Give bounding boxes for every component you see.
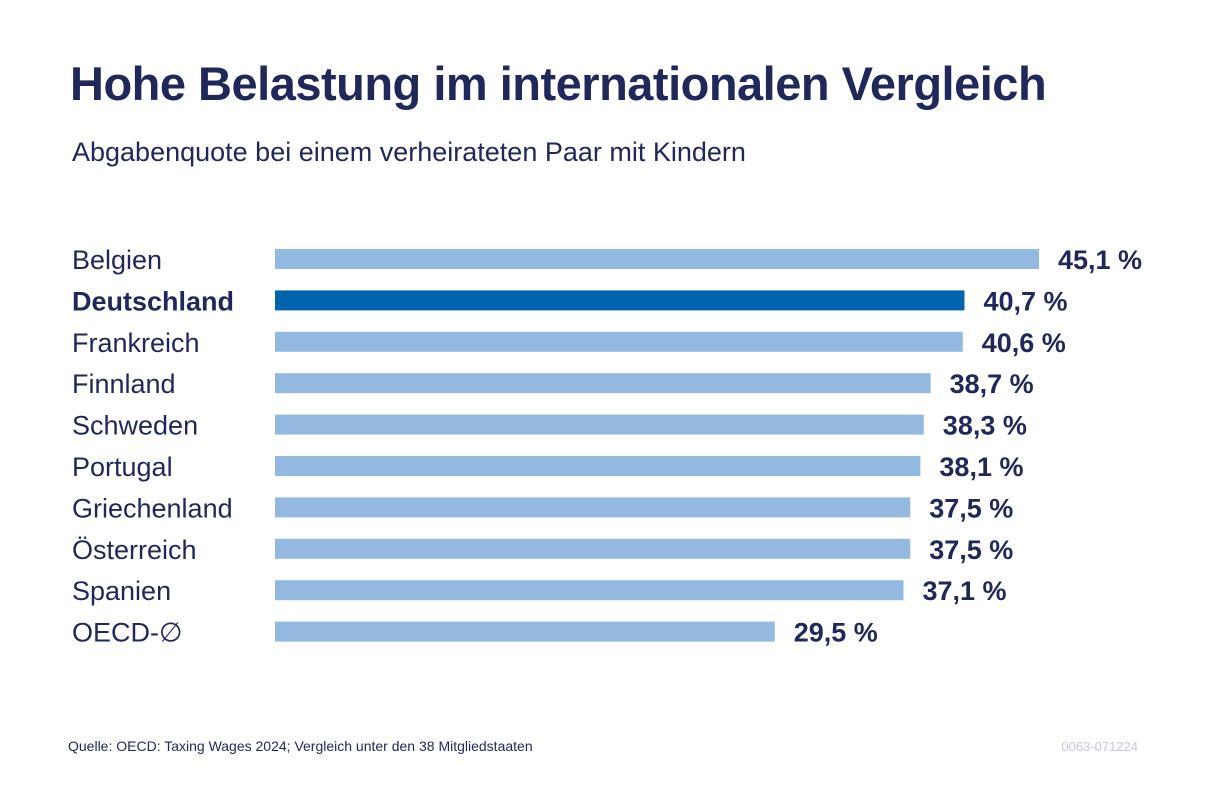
bar-frankreich [275,331,963,352]
bar-belgien [275,249,1039,269]
category-label-spanien: Spanien [72,576,171,606]
category-label-portugal: Portugal [72,452,173,482]
value-label-oecd: 29,5 % [794,618,878,648]
category-label-frankreich: Frankreich [72,328,200,358]
value-label-schweden: 38,3 % [943,411,1027,441]
bar-spanien [275,580,904,601]
category-label-schweden: Schweden [72,411,198,441]
category-label-oesterreich: Österreich [72,535,197,565]
value-label-frankreich: 40,6 % [982,328,1066,358]
chart-title: Hohe Belastung im internationalen Vergle… [70,57,1047,110]
chart-subtitle: Abgabenquote bei einem verheirateten Paa… [72,137,746,167]
bar-finnland [275,373,931,394]
category-label-finnland: Finnland [72,369,176,399]
bar-oecd [275,621,775,642]
category-label-griechenland: Griechenland [72,493,233,523]
category-label-deutschland: Deutschland [72,286,234,316]
bar-griechenland [275,497,911,518]
source-note: Quelle: OECD: Taxing Wages 2024; Verglei… [68,738,533,754]
value-label-belgien: 45,1 % [1058,245,1142,275]
graphic-code: 0063-071224 [1061,739,1138,754]
bar-deutschland [275,290,965,311]
value-label-deutschland: 40,7 % [983,286,1067,316]
bar-oesterreich [275,538,911,559]
bar-portugal [275,456,921,476]
value-label-spanien: 37,1 % [922,576,1006,606]
category-label-belgien: Belgien [72,245,162,275]
value-label-griechenland: 37,5 % [929,493,1013,523]
value-label-oesterreich: 37,5 % [929,535,1013,565]
bar-schweden [275,414,924,435]
value-label-portugal: 38,1 % [939,452,1023,482]
value-label-finnland: 38,7 % [950,369,1034,399]
category-label-oecd: OECD-∅ [72,618,183,648]
